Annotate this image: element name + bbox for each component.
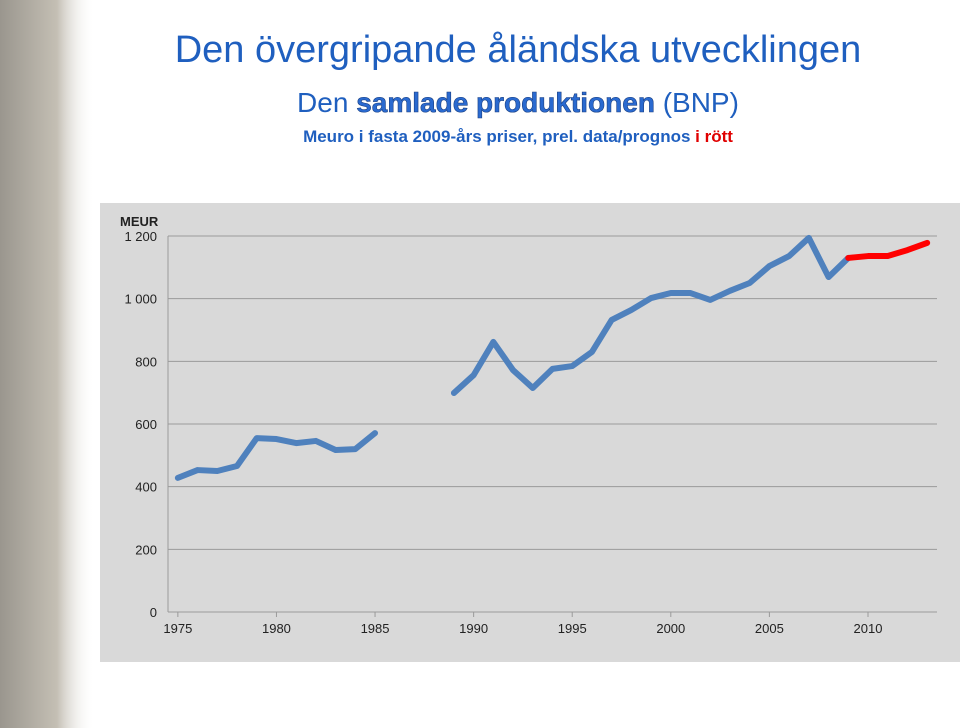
x-tick-label: 1995 bbox=[558, 621, 587, 636]
y-tick-label: 1 200 bbox=[124, 229, 157, 244]
note-part: Meuro i fasta 2009-års priser, prel. dat… bbox=[303, 127, 690, 146]
y-tick-label: 1 000 bbox=[124, 292, 157, 307]
x-tick-label: 1975 bbox=[163, 621, 192, 636]
x-tick-label: 1985 bbox=[361, 621, 390, 636]
y-tick-label: 200 bbox=[135, 542, 157, 557]
y-tick-label: 0 bbox=[150, 605, 157, 620]
y-tick-label: 600 bbox=[135, 417, 157, 432]
x-tick-label: 1990 bbox=[459, 621, 488, 636]
note-part: i rött bbox=[695, 127, 733, 146]
title: Den övergripande åländska utvecklingen bbox=[175, 29, 862, 71]
data-line bbox=[845, 239, 931, 261]
x-tick-label: 2005 bbox=[755, 621, 784, 636]
plot: 0 200 400 600 800 1 000 1 200 1975 1980 1985 1990 1… bbox=[124, 229, 937, 636]
data-line bbox=[174, 234, 852, 481]
subtitle: Den samlade produktionen (BNP) bbox=[297, 87, 739, 118]
x-tick-label: 1980 bbox=[262, 621, 291, 636]
background-texture bbox=[0, 0, 95, 728]
y-axis-label: MEUR bbox=[120, 214, 159, 229]
y-tick-label: 400 bbox=[135, 480, 157, 495]
subtitle-part: (BNP) bbox=[663, 87, 739, 118]
x-tick-label: 2010 bbox=[854, 621, 883, 636]
note: Meuro i fasta 2009-års priser, prel. dat… bbox=[303, 127, 733, 146]
x-tick-label: 2000 bbox=[656, 621, 685, 636]
chart-area bbox=[100, 203, 960, 662]
subtitle-part: samlade produktionen bbox=[356, 87, 655, 118]
y-tick-label: 800 bbox=[135, 354, 157, 369]
subtitle-part: Den bbox=[297, 87, 348, 118]
